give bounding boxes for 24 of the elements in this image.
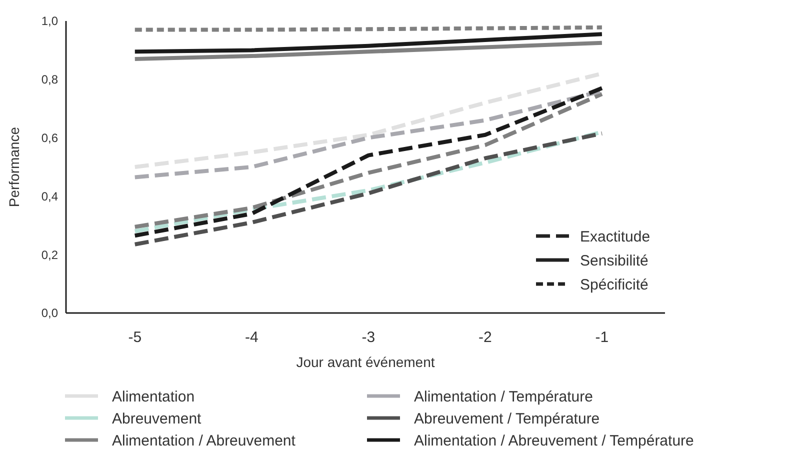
y-axis-title: Performance [6, 126, 22, 208]
x-tick-label: -5 [128, 329, 142, 346]
legend-label: Alimentation / Abreuvement [112, 432, 296, 450]
annotation: Spécificité [580, 276, 648, 294]
legend-label: Alimentation / Température [414, 388, 593, 406]
x-tick-label: -2 [478, 329, 492, 346]
legend-label: Abreuvement / Température [414, 410, 600, 428]
annotation: Exactitude [580, 228, 650, 246]
x-tick-label: -1 [595, 329, 609, 346]
legend-label: Alimentation / Abreuvement / Température [414, 432, 694, 450]
x-tick-label: -4 [244, 329, 258, 346]
y-tick-label: 0,8 [41, 72, 58, 87]
y-tick-label: 1,0 [41, 14, 58, 28]
y-tick-label: 0,4 [41, 189, 58, 204]
y-tick-label: 0,0 [41, 306, 58, 320]
annotation: Sensibilité [580, 252, 648, 270]
x-axis-title: Jour avant événement [296, 354, 435, 370]
line-series [132, 32, 604, 54]
y-tick-label: 0,6 [41, 131, 58, 145]
legend-label: Abreuvement [112, 410, 202, 428]
y-tick-label: 0,2 [41, 248, 58, 262]
x-tick-label: -3 [362, 329, 376, 346]
legend-label: Alimentation [112, 388, 195, 406]
line-series [132, 40, 604, 61]
